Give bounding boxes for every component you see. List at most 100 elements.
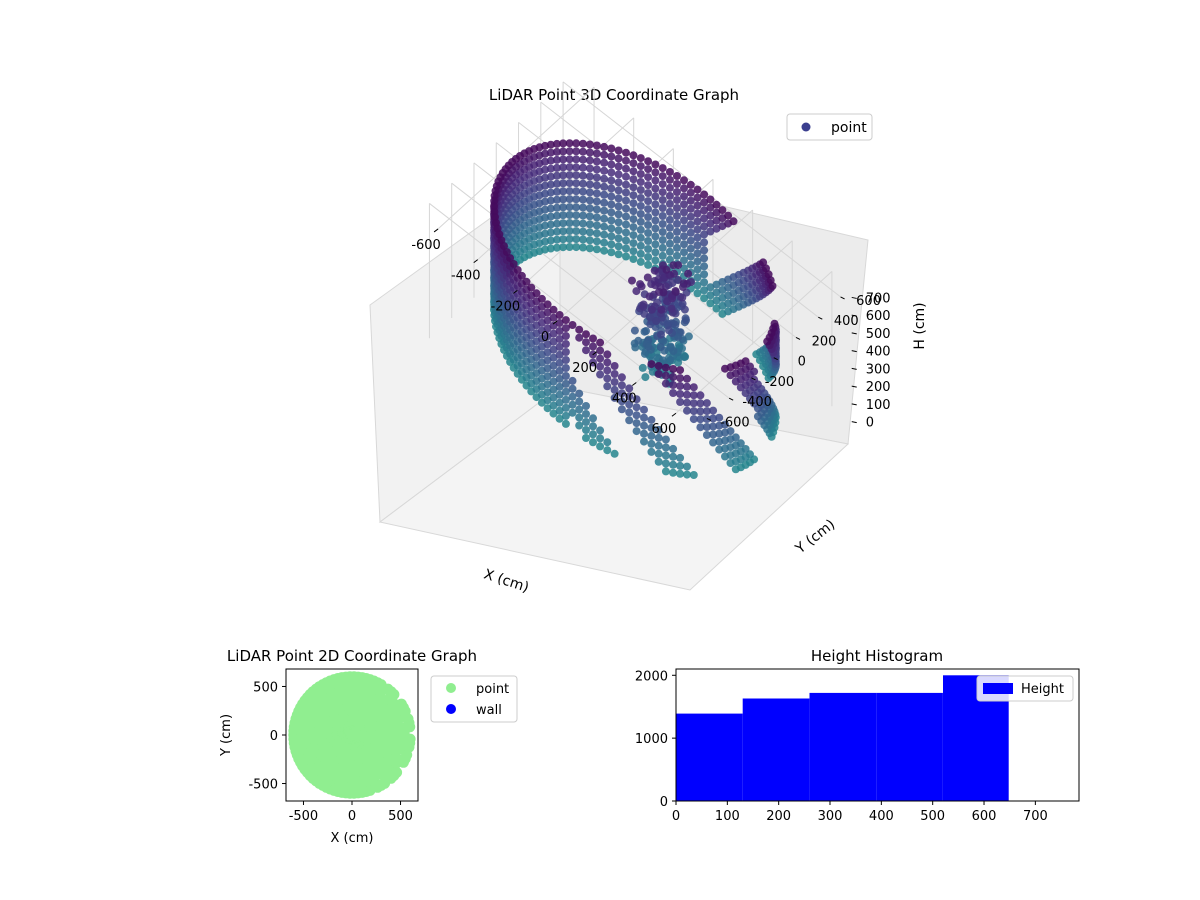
scatter-point-3d — [709, 406, 718, 415]
scatter-point-3d — [552, 243, 561, 252]
scatter-point-3d — [592, 189, 601, 198]
scatter-point-3d — [614, 146, 623, 155]
scatter-point-3d — [561, 395, 570, 404]
scatter-point-3d — [625, 384, 634, 393]
legend-label-point-3d: point — [831, 120, 867, 136]
scatter-point-3d — [696, 407, 705, 416]
scatter-point-3d — [622, 228, 630, 237]
scatter-point-3d — [552, 203, 561, 212]
scatter-point-3d — [579, 139, 587, 148]
scatter-point-3d — [600, 222, 609, 231]
scatter-point-3d — [610, 370, 619, 378]
scatter-point-3d — [693, 225, 702, 234]
legend-label-point-2d: point — [476, 682, 509, 697]
scatter-point-3d — [629, 255, 638, 263]
scatter-point-3d — [715, 437, 724, 446]
scatter-point-3d — [629, 207, 638, 216]
x-tick-label-3d: -200 — [491, 299, 521, 314]
scatter-point-3d — [617, 389, 626, 398]
scatter-point-3d — [517, 271, 526, 280]
scatter-point-3d — [559, 139, 568, 148]
y-tick-label-3d: -400 — [742, 395, 772, 410]
scatter-point-3d — [607, 224, 616, 233]
scatter-point-3d — [565, 227, 574, 235]
scatter-point-3d — [603, 446, 612, 455]
scatter-point-3d — [572, 227, 581, 236]
scatter-point-3d — [669, 460, 678, 469]
scatter-point-3d — [565, 163, 574, 172]
scatter-point-3d — [676, 382, 685, 390]
scatter-point-3d — [651, 160, 660, 169]
scatter-point-3d — [665, 199, 674, 208]
scatter-point-3d — [693, 185, 702, 194]
scatter-point-3d — [686, 180, 695, 189]
scatter-point-3d — [636, 186, 645, 194]
scatter-point-3d — [715, 413, 724, 422]
scatter-point-3d — [552, 211, 561, 220]
scatter-point-3d — [658, 164, 667, 173]
scatter-point-3d — [696, 423, 705, 432]
scatter-point-3d — [579, 243, 587, 252]
scatter-point-3d — [614, 162, 623, 171]
scatter-point-3d — [706, 219, 715, 228]
scatter-point-3d — [622, 212, 630, 221]
legend-marker-point-3d — [801, 122, 811, 132]
scatter-point-3d — [726, 459, 735, 467]
scatter-point-3d — [596, 354, 605, 363]
scatter-point-3d — [585, 164, 594, 173]
scatter-point-3d — [654, 457, 663, 466]
scatter-point-3d — [686, 212, 695, 221]
scatter-point-3d — [549, 393, 558, 402]
scatter-point-3d — [700, 214, 709, 223]
scatter-point-3d — [632, 403, 641, 412]
scatter-point-3d — [614, 234, 623, 243]
scatter-point-3d — [559, 179, 568, 188]
scatter-point-3d — [680, 208, 688, 217]
scatter-point-3d — [610, 449, 619, 458]
scatter-point-3d — [600, 230, 609, 239]
scatter-point-3d — [610, 362, 619, 370]
scatter-point-3d — [706, 211, 715, 220]
scatter-point-3d — [686, 260, 695, 269]
scatter-point-3d — [629, 191, 638, 200]
scatter-point-3d — [683, 382, 691, 391]
scatter-point-3d — [582, 402, 590, 410]
scatter-point-2d — [375, 731, 387, 743]
scatter-point-3d — [671, 288, 680, 297]
scatter-point-3d — [709, 414, 718, 423]
scatter-point-3d — [689, 471, 698, 479]
scatter-point-3d — [640, 309, 649, 318]
scatter-point-3d — [572, 179, 581, 188]
scatter-point-3d — [585, 228, 594, 237]
scatter-point-3d — [555, 342, 564, 351]
scatter-point-3d — [654, 425, 663, 434]
scatter-point-3d — [559, 171, 568, 180]
x-tick-label-3d: 600 — [652, 422, 677, 437]
scatter-point-3d — [636, 257, 645, 266]
scatter-point-3d — [610, 393, 619, 402]
scatter-point-3d — [639, 302, 648, 311]
scatter-point-3d — [680, 192, 688, 201]
scatter-point-3d — [582, 434, 590, 442]
scatter-point-3d — [706, 195, 715, 204]
scatter-point-3d — [600, 166, 609, 175]
scatter-point-3d — [592, 205, 601, 214]
scatter-points-2d — [288, 671, 416, 799]
scatter-point-3d — [607, 192, 616, 201]
scatter-point-3d — [658, 251, 667, 260]
scatter-point-3d — [651, 208, 660, 217]
scatter-point-3d — [561, 419, 570, 428]
scatter-point-3d — [614, 170, 623, 179]
scatter-point-3d — [693, 193, 702, 202]
scatter-point-3d — [658, 243, 667, 252]
scatter-point-3d — [676, 453, 685, 462]
scatter-point-3d — [559, 187, 568, 196]
scatter-point-3d — [559, 211, 568, 220]
z-tick-label-3d: 300 — [866, 362, 891, 377]
scatter-point-3d — [644, 221, 653, 229]
scatter-point-3d — [659, 337, 668, 345]
scatter-point-3d — [753, 412, 762, 421]
scatter-point-3d — [561, 324, 570, 333]
scatter-point-3d — [614, 210, 623, 219]
